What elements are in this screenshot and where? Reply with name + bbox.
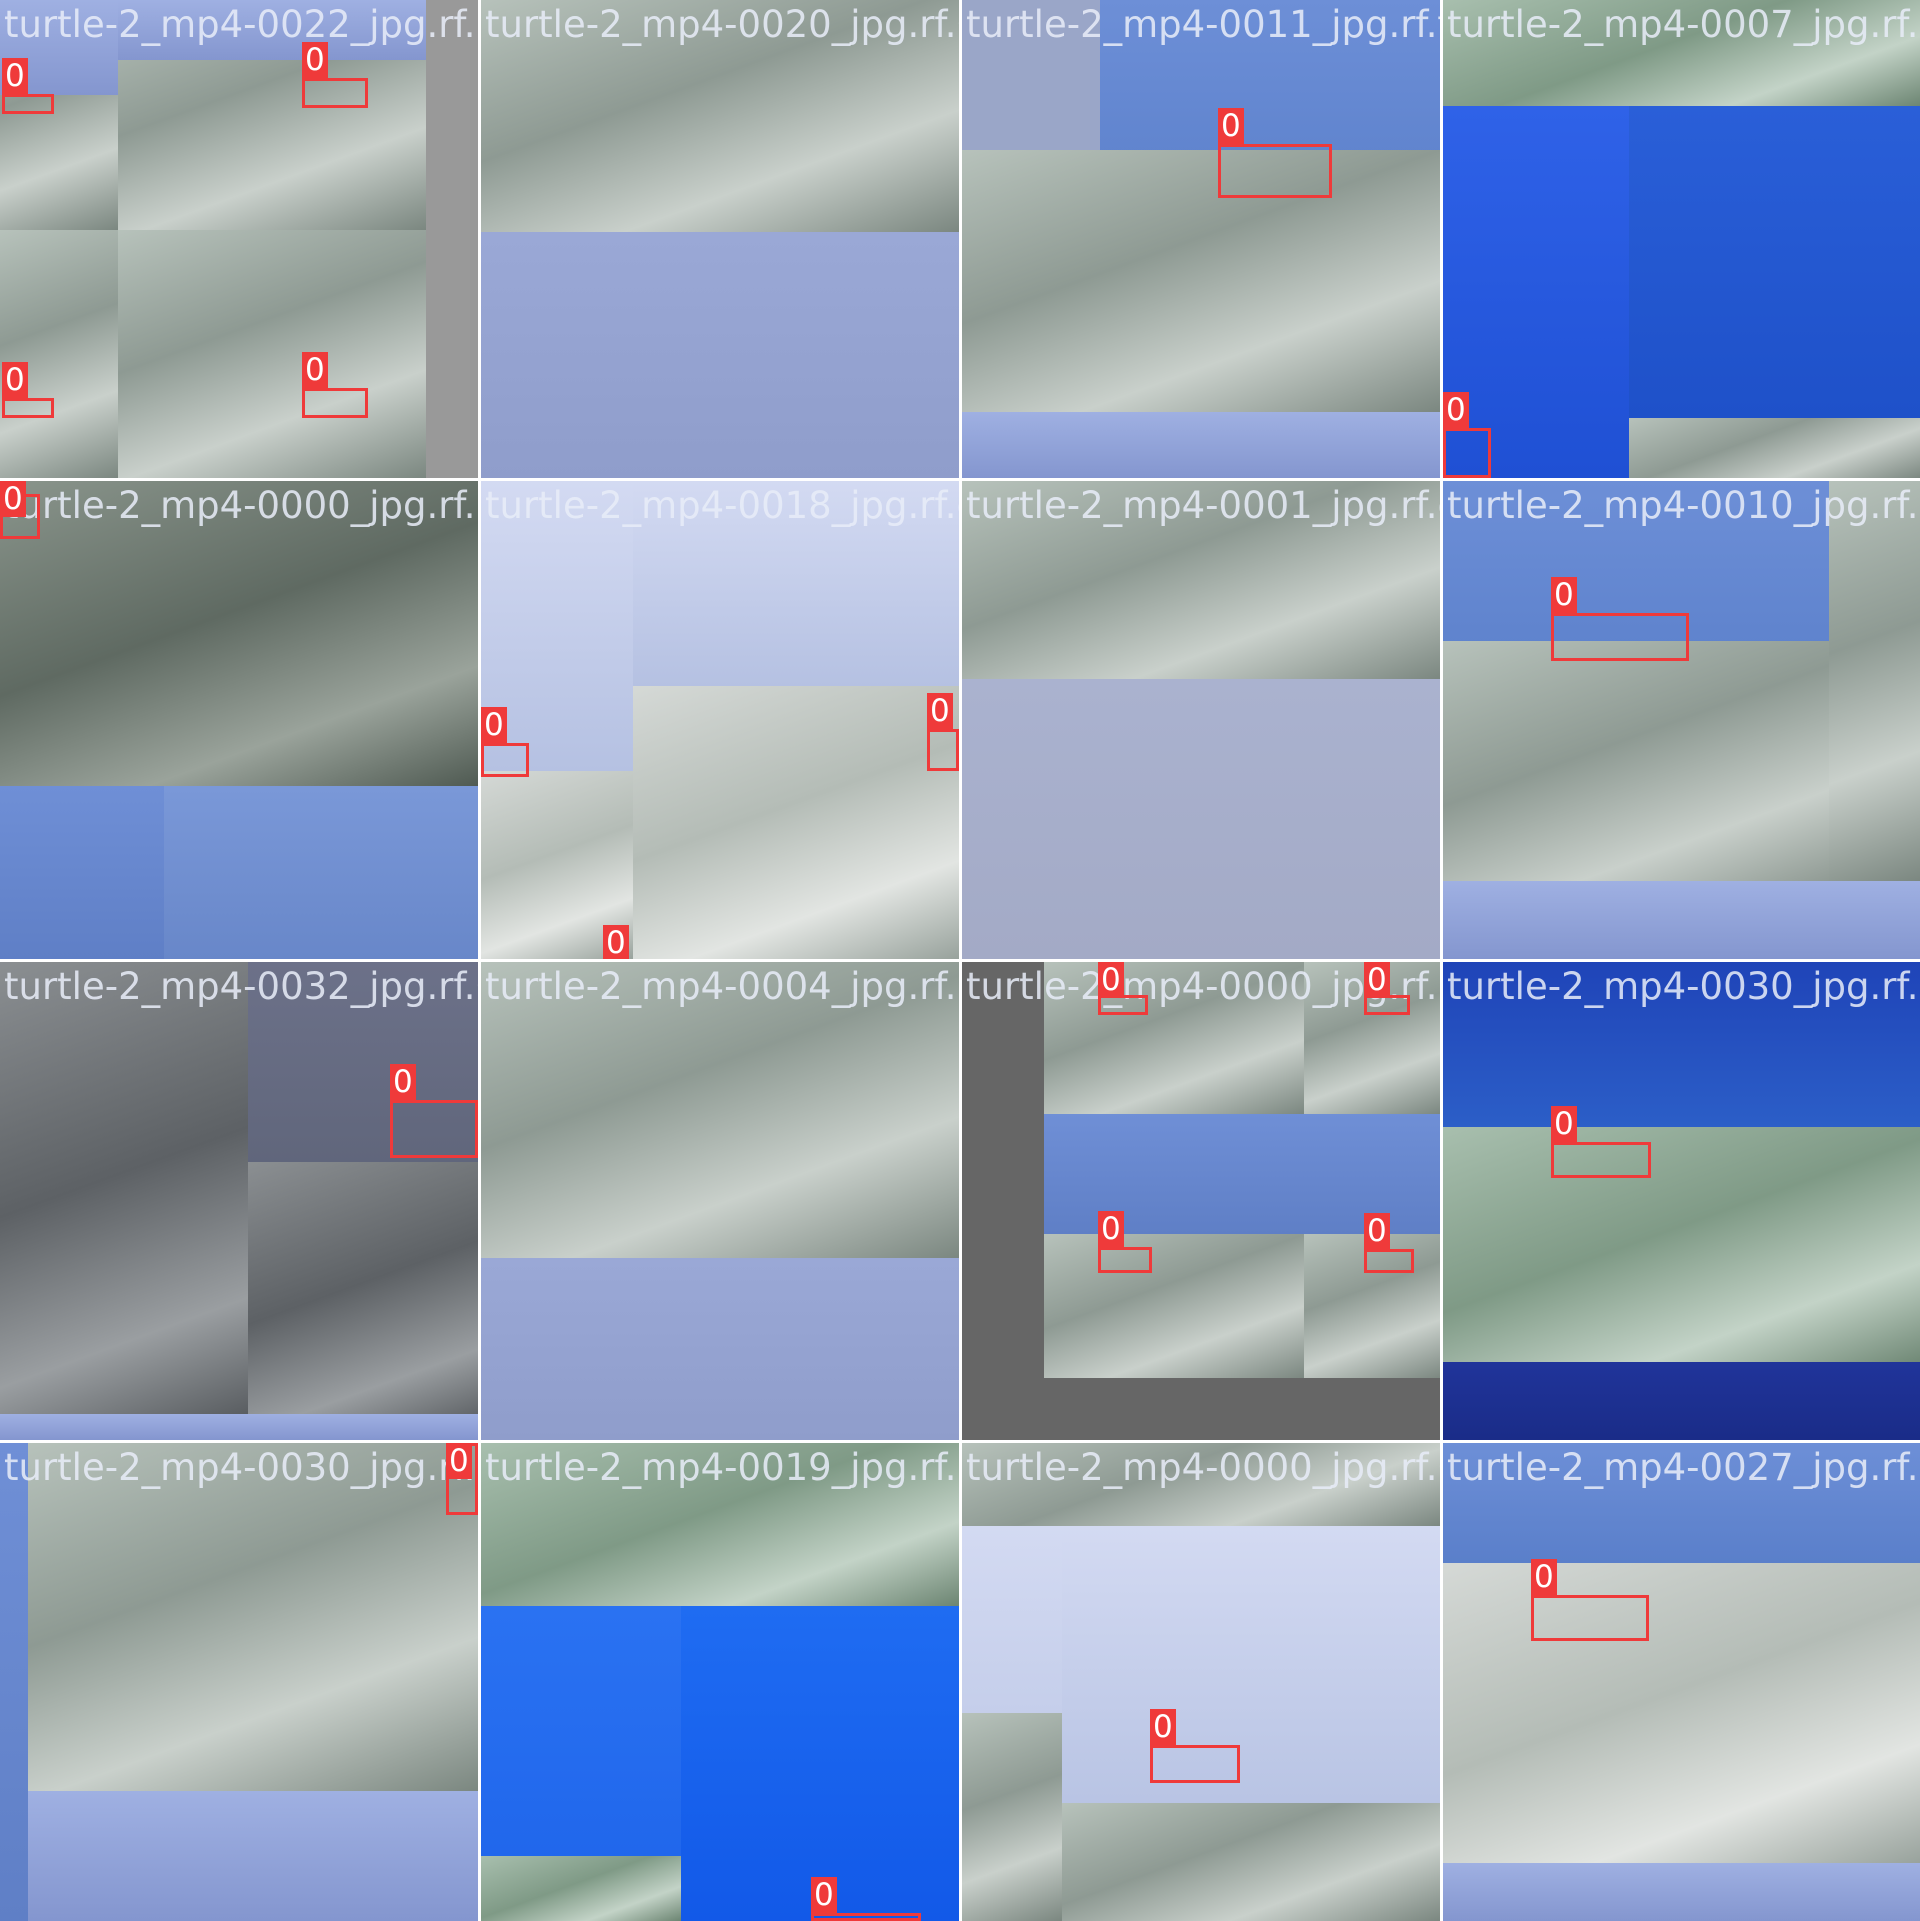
image-region [118,0,426,60]
image-region [1443,0,1920,106]
image-region [28,1443,478,1791]
image-region [1044,1114,1304,1234]
mosaic-tile: turtle-2_mp4-0030_jpg.rf.73 0 [1443,962,1920,1440]
image-region [962,679,1440,959]
image-region [1304,1234,1440,1378]
image-region [481,962,959,1258]
image-region [962,1713,1062,1921]
image-region [0,0,118,95]
image-region [481,771,633,959]
image-region [0,1414,478,1440]
image-region [481,481,633,771]
image-region [1443,962,1920,1132]
image-region [1044,962,1304,1114]
mosaic-tile: turtle-2_mp4-0000_jpg.rf.04 0 [962,1443,1440,1921]
image-region [1062,1526,1440,1841]
image-region [1829,481,1920,881]
image-region [481,1856,681,1921]
image-region [1304,962,1440,1114]
image-region [118,230,426,478]
image-region [481,1443,959,1606]
mosaic-tile: turtle-2_mp4-0007_jpg.rf.3 0 [1443,0,1920,478]
image-region [481,1258,959,1440]
image-region [962,481,1440,679]
image-region [1443,106,1629,478]
mosaic-tile: turtle-2_mp4-0030_jpg.rf.35 0 [0,1443,478,1921]
image-region [1629,418,1920,478]
mosaic-tile: turtle-2_mp4-0022_jpg.rf.57d0000 [0,0,478,478]
mosaic-tile: turtle-2_mp4-0011_jpg.rf.fe90 [962,0,1440,478]
mosaic-tile: turtle-2_mp4-0000_jpg.rf.2a 0 0 0 0 [962,962,1440,1440]
image-region [248,1162,478,1440]
mosaic-tile: turtle-2_mp4-0019_jpg.rf.66 0 [481,1443,959,1921]
image-region [28,1791,478,1921]
mosaic-tile: turtle-2_mp4-0027_jpg.rf.6c 0 [1443,1443,1920,1921]
mosaic-tile: turtle-2_mp4-0001_jpg.rf.c7 [962,481,1440,959]
image-region [0,230,118,478]
image-region [1443,1127,1920,1367]
image-region [481,0,959,232]
image-region [962,150,1440,412]
image-region [1100,412,1440,478]
image-region [1443,1563,1920,1863]
image-region [1443,1863,1920,1921]
image-region [681,1606,959,1921]
image-region [426,0,478,478]
image-region [1443,881,1920,959]
mosaic-tile: turtle-2_mp4-0018_jpg.rf.c1 0 0 0 [481,481,959,959]
image-region [1443,1362,1920,1440]
image-region [1443,1443,1920,1563]
image-region [962,1443,1440,1526]
mosaic-tile: turtle-2_mp4-0000_jpg.rf.23 0 [0,481,478,959]
mosaic-tile: turtle-2_mp4-0004_jpg.rf.6a [481,962,959,1440]
mosaic-tile: turtle-2_mp4-0032_jpg.rf.0840 [0,962,478,1440]
image-region [481,232,923,478]
image-region [1062,1803,1440,1921]
mosaic-tile: turtle-2_mp4-0010_jpg.rf.1c 0 [1443,481,1920,959]
image-region [0,481,478,786]
image-region [0,786,164,959]
image-region [633,686,959,959]
image-region [962,412,1100,478]
image-region [0,962,248,1440]
image-region [1304,1114,1440,1234]
image-region [633,481,959,686]
image-region [1044,1234,1304,1378]
image-region [923,232,959,478]
image-region [164,786,478,959]
image-region [1629,106,1920,478]
mosaic-tile: turtle-2_mp4-0020_jpg.rf.0e7 [481,0,959,478]
